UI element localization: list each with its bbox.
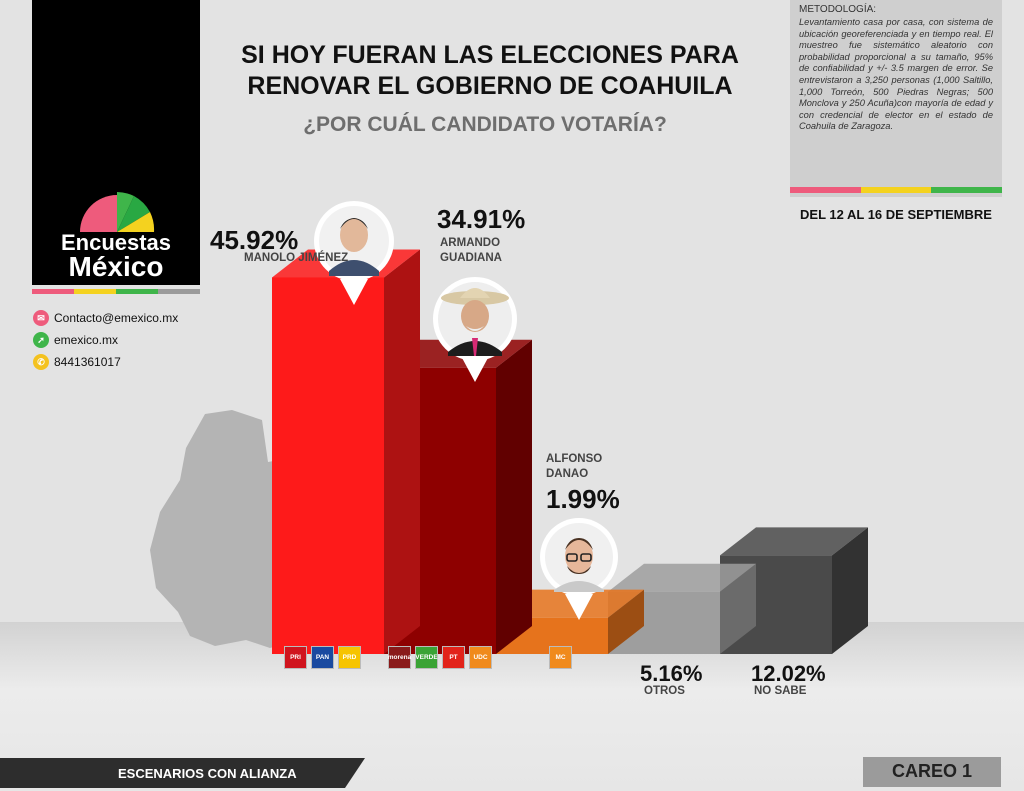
survey-date: DEL 12 AL 16 DE SEPTIEMBRE (800, 207, 992, 222)
brand-panel: Encuestas México (32, 0, 200, 285)
party-logo-prd: PRD (338, 646, 361, 669)
bar-top-alfonso (496, 589, 644, 618)
methodology-box: METODOLOGÍA: Levantamiento casa por casa… (790, 0, 1003, 197)
bar-side-nosabe (832, 527, 868, 654)
party-logo-pri: PRI (284, 646, 307, 669)
bar-side-armando (496, 339, 532, 654)
cursor-icon: ➚ (33, 332, 49, 348)
party-logo-mc: MC (549, 646, 572, 669)
contact-email[interactable]: ✉ Contacto@emexico.mx (33, 310, 178, 326)
bar-top-otros (608, 563, 756, 592)
party-logo-pan: PAN (311, 646, 334, 669)
contact-web[interactable]: ➚ emexico.mx (33, 332, 118, 348)
party-logo-verde: VERDE (415, 646, 438, 669)
bar-top-nosabe (720, 527, 868, 556)
chart-title: SI HOY FUERAN LAS ELECCIONES PARA RENOVA… (241, 41, 739, 100)
value-label-otros: 5.16% (640, 661, 703, 686)
category-name-otros: OTROS (644, 685, 685, 697)
contact-email-text: Contacto@emexico.mx (54, 311, 179, 325)
value-label-nosabe: 12.02% (751, 661, 826, 686)
value-label-alfonso: 1.99% (546, 484, 620, 514)
manolo-avatar (314, 201, 394, 305)
party-logo-udc: UDC (469, 646, 492, 669)
bar-side-alfonso (608, 589, 644, 654)
candidate-name-manolo: MANOLO JIMÉNEZ (244, 252, 349, 264)
brand-name-line2: México (68, 251, 164, 282)
scenario-banner: ESCENARIOS CON ALIANZA (0, 758, 365, 788)
chart-subtitle: ¿POR CUÁL CANDIDATO VOTARÍA? (303, 113, 667, 136)
methodology-stripe (790, 187, 1003, 193)
category-name-nosabe: NO SABE (754, 685, 807, 697)
party-logo-morena: morena (388, 646, 411, 669)
contact-web-text: emexico.mx (54, 333, 119, 347)
contact-phone-text: 8441361017 (54, 355, 121, 369)
candidate-name-alfonso: ALFONSO DANAO (546, 453, 603, 480)
methodology-title: METODOLOGÍA: (799, 4, 877, 15)
envelope-icon: ✉ (33, 310, 49, 326)
phone-icon: ✆ (33, 354, 49, 370)
value-label-manolo: 45.92% (210, 225, 299, 255)
party-logo-pt: PT (442, 646, 465, 669)
brand-name-line1: Encuestas (60, 230, 172, 255)
contact-phone: ✆ 8441361017 (33, 354, 121, 370)
value-label-armando: 34.91% (437, 204, 526, 234)
methodology-text: Levantamiento casa por casa, con sistema… (799, 17, 993, 132)
brand-logo-icon (80, 192, 155, 232)
candidate-name-armando: ARMANDO GUADIANA (440, 237, 502, 264)
bar-side-otros (720, 563, 756, 654)
bar-side-manolo (384, 249, 420, 654)
careo-badge: CAREO 1 (863, 757, 1001, 787)
bar-manolo (272, 277, 384, 654)
alfonso-avatar (540, 518, 618, 620)
brand-stripe (32, 289, 200, 294)
armando-avatar (433, 277, 517, 382)
